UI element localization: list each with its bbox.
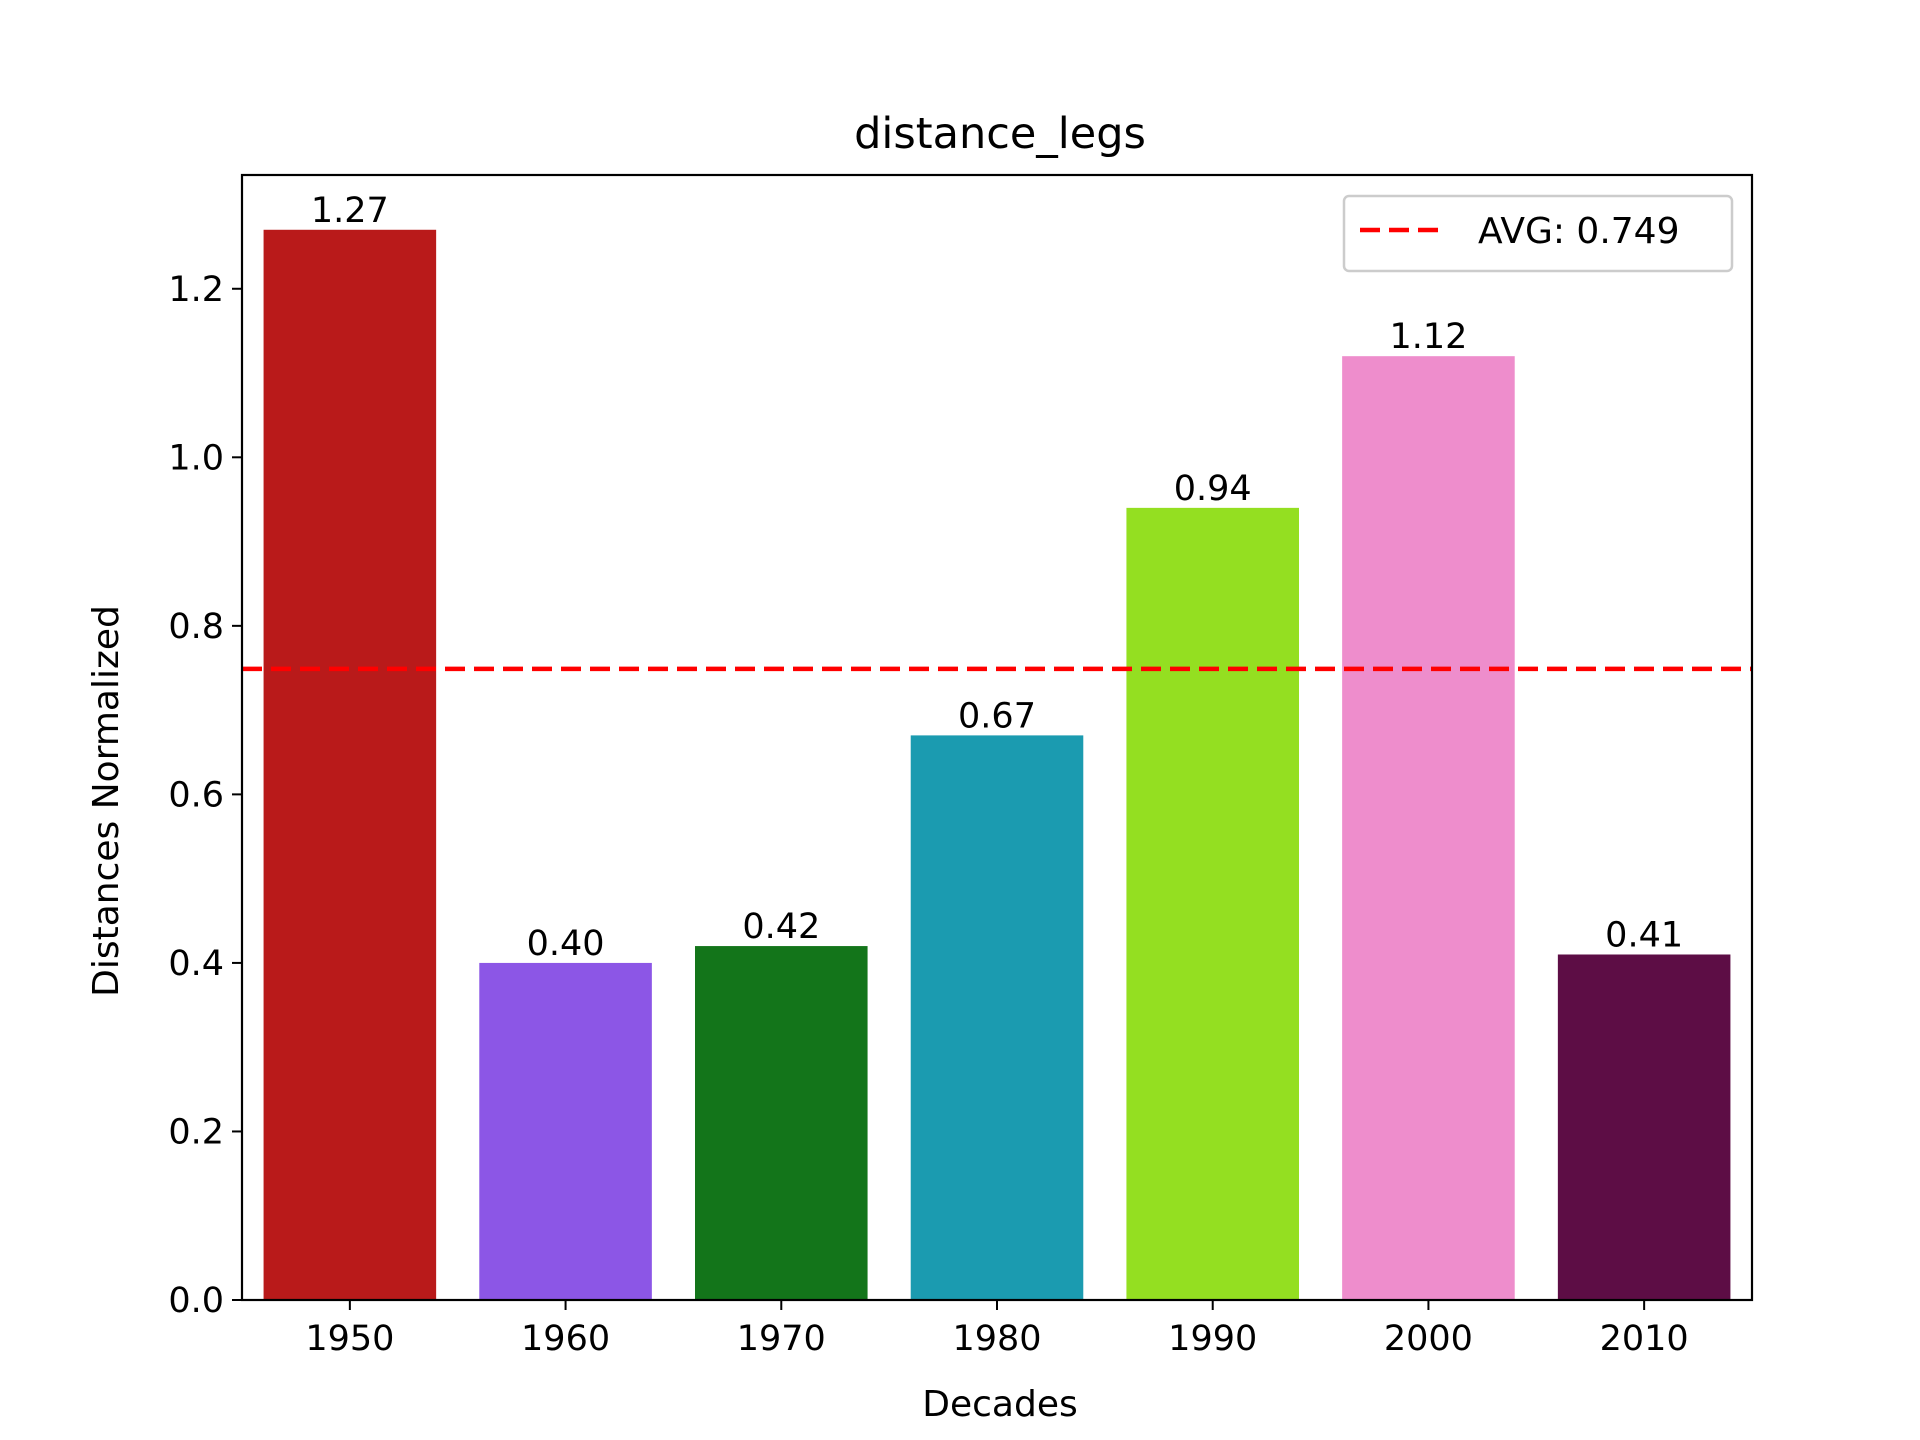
bar-2000 xyxy=(1342,356,1515,1300)
x-tick-label-1980: 1980 xyxy=(952,1319,1041,1359)
x-axis: 1950 1960 1970 1980 1990 2000 2010 xyxy=(305,1300,1689,1359)
bar-1960 xyxy=(479,962,652,1300)
x-tick-label-1990: 1990 xyxy=(1168,1319,1257,1359)
x-axis-label: Decades xyxy=(922,1384,1077,1425)
bar-labels-layer: 1.27 0.40 0.42 0.67 0.94 1.12 0.41 xyxy=(311,191,1683,964)
y-tick-label-0.8: 0.8 xyxy=(168,607,224,647)
y-tick-label-1.2: 1.2 xyxy=(168,270,224,310)
legend-entry-average: AVG: 0.749 xyxy=(1478,211,1679,252)
bar-1950 xyxy=(263,229,437,1301)
y-tick-label-0.0: 0.0 xyxy=(168,1281,224,1321)
bar-value-label-2010: 0.41 xyxy=(1605,915,1683,955)
y-tick-label-0.4: 0.4 xyxy=(168,944,224,984)
y-axis-label: Distances Normalized xyxy=(86,605,127,997)
legend-box xyxy=(1342,194,1734,273)
bar-value-label-1970: 0.42 xyxy=(742,907,820,947)
y-tick-label-0.6: 0.6 xyxy=(168,775,224,815)
chart-title: distance_legs xyxy=(854,109,1146,159)
bar-value-label-2000: 1.12 xyxy=(1389,317,1467,357)
bars-layer xyxy=(263,229,1731,1301)
x-tick-label-1950: 1950 xyxy=(305,1319,394,1359)
bar-value-label-1990: 0.94 xyxy=(1174,469,1252,509)
x-tick-label-1960: 1960 xyxy=(521,1319,610,1359)
bar-1990 xyxy=(1126,507,1299,1300)
y-tick-label-1.0: 1.0 xyxy=(168,438,224,478)
x-tick-label-1970: 1970 xyxy=(737,1319,826,1359)
x-tick-label-2000: 2000 xyxy=(1384,1319,1473,1359)
bar-2010 xyxy=(1557,954,1731,1300)
plot-frame xyxy=(240,173,1754,1302)
bar-value-label-1980: 0.67 xyxy=(958,696,1036,736)
bar-value-label-1950: 1.27 xyxy=(311,191,389,231)
y-axis: 0.0 0.2 0.4 0.6 0.8 1.0 1.2 xyxy=(168,270,242,1321)
legend: AVG: 0.749 xyxy=(1342,194,1734,273)
bar-1980 xyxy=(910,735,1084,1300)
bar-value-label-1960: 0.40 xyxy=(527,924,605,964)
y-tick-label-0.2: 0.2 xyxy=(168,1112,224,1152)
bar-1970 xyxy=(695,946,868,1300)
x-tick-label-2010: 2010 xyxy=(1600,1319,1689,1359)
